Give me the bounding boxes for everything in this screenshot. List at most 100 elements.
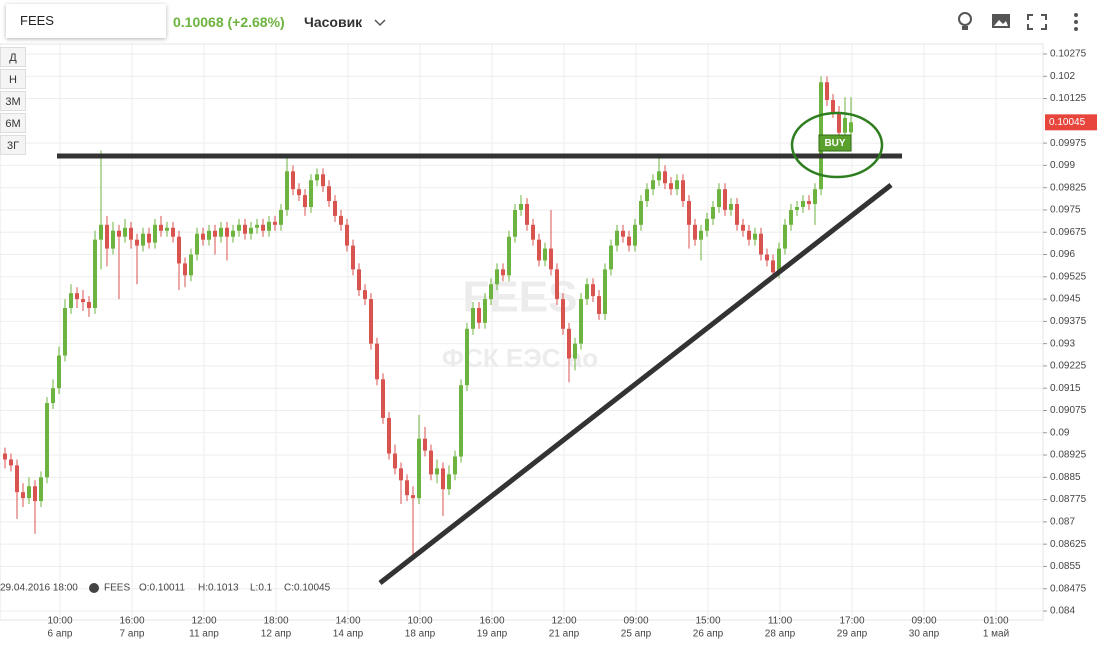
- candle-body: [297, 189, 301, 196]
- candle-body: [99, 224, 103, 240]
- candle-body: [333, 201, 337, 216]
- plot-area: [0, 43, 1044, 621]
- candle-body: [843, 117, 847, 133]
- interval-select[interactable]: Часовик: [304, 14, 386, 30]
- candle-body: [669, 183, 673, 190]
- buy-label: BUY: [824, 138, 845, 149]
- candle-body: [33, 486, 37, 502]
- candle-body: [657, 171, 661, 181]
- candle-body: [465, 328, 469, 386]
- fullscreen-icon[interactable]: [1027, 14, 1047, 30]
- candle-body: [387, 417, 391, 454]
- y-tick-label: 0.0915: [1050, 383, 1081, 394]
- candle-body: [561, 299, 565, 329]
- candle-body: [9, 459, 13, 466]
- interval-label: Часовик: [304, 14, 363, 30]
- candle-body: [567, 328, 571, 359]
- candle-body: [573, 343, 577, 359]
- candle-body: [699, 230, 703, 240]
- candle-body: [117, 230, 121, 237]
- candle-body: [69, 293, 73, 308]
- symbol-input[interactable]: FEES: [6, 4, 166, 38]
- range-button[interactable]: 3М: [0, 91, 26, 111]
- candle-body: [477, 307, 481, 323]
- idea-icon[interactable]: [958, 12, 972, 30]
- candle-body: [795, 206, 799, 210]
- candle-body: [471, 307, 475, 329]
- x-tick-time: 18:00: [263, 616, 288, 627]
- x-tick-date: 29 апр: [837, 629, 868, 640]
- candle-body: [759, 233, 763, 255]
- x-tick-date: 18 апр: [405, 629, 436, 640]
- candle-body: [345, 224, 349, 246]
- menu-icon[interactable]: [1074, 13, 1078, 31]
- y-tick-label: 0.08925: [1050, 450, 1087, 461]
- candle-body: [393, 453, 397, 469]
- range-button[interactable]: 3Г: [0, 135, 26, 155]
- candle-body: [327, 186, 331, 202]
- x-tick-date: 25 апр: [621, 629, 652, 640]
- y-tick-label: 0.09: [1050, 427, 1070, 438]
- candle-body: [633, 224, 637, 246]
- candle-body: [279, 209, 283, 225]
- candle-body: [399, 468, 403, 481]
- y-tick-label: 0.09825: [1050, 182, 1087, 193]
- candle-body: [51, 388, 55, 404]
- candle-body: [687, 201, 691, 225]
- candle-body: [615, 230, 619, 246]
- candle-body: [423, 438, 427, 451]
- range-button[interactable]: Д: [0, 47, 26, 67]
- candle-body: [87, 302, 91, 308]
- candle-body: [267, 221, 271, 231]
- candle-body: [459, 385, 463, 457]
- legend-close: C:0.10045: [284, 583, 331, 594]
- candle-body: [213, 230, 217, 237]
- candle-body: [255, 224, 259, 228]
- y-tick-label: 0.0975: [1050, 205, 1081, 216]
- y-tick-label: 0.08475: [1050, 583, 1087, 594]
- candle-body: [711, 206, 715, 219]
- candle-body: [585, 284, 589, 300]
- candle-body: [201, 233, 205, 240]
- candle-body: [417, 438, 421, 499]
- y-tick-label: 0.09375: [1050, 316, 1087, 327]
- last-price-label: 0.10045: [1049, 117, 1086, 128]
- toolbar: FEES 0.10068 (+2.68%) Часовик: [0, 0, 1097, 44]
- candle-body: [315, 174, 319, 181]
- y-tick-label: 0.087: [1050, 517, 1075, 528]
- candle-body: [771, 260, 775, 273]
- candle-body: [165, 227, 169, 231]
- candle-body: [849, 122, 853, 133]
- candle-body: [141, 233, 145, 246]
- x-tick-date: 6 апр: [48, 629, 73, 640]
- candle-body: [285, 171, 289, 210]
- candle-body: [363, 290, 367, 300]
- y-tick-label: 0.0855: [1050, 561, 1081, 572]
- range-button[interactable]: Н: [0, 69, 26, 89]
- candle-body: [735, 204, 739, 225]
- candle-body: [525, 204, 529, 225]
- y-tick-label: 0.09975: [1050, 138, 1087, 149]
- quote: 0.10068 (+2.68%): [173, 14, 285, 30]
- candle-body: [513, 209, 517, 237]
- x-tick-time: 09:00: [911, 616, 936, 627]
- candle-body: [105, 224, 109, 249]
- legend-high: H:0.1013: [198, 583, 239, 594]
- candle-body: [225, 227, 229, 237]
- last-price-tag: [1045, 114, 1097, 131]
- image-icon[interactable]: [992, 14, 1010, 28]
- candle-body: [741, 224, 745, 231]
- candle-body: [435, 468, 439, 475]
- y-tick-label: 0.093: [1050, 338, 1075, 349]
- candle-body: [135, 239, 139, 246]
- legend-open: O:0.10011: [139, 583, 185, 594]
- x-tick-time: 11:00: [768, 616, 793, 627]
- candle-body: [495, 269, 499, 285]
- candle-body: [123, 227, 127, 237]
- legend-symbol: FEES: [104, 583, 130, 594]
- candle-body: [813, 189, 817, 205]
- candle-body: [621, 230, 625, 237]
- y-tick-label: 0.096: [1050, 249, 1075, 260]
- highlight-ellipse: [790, 111, 884, 179]
- range-button[interactable]: 6М: [0, 113, 26, 133]
